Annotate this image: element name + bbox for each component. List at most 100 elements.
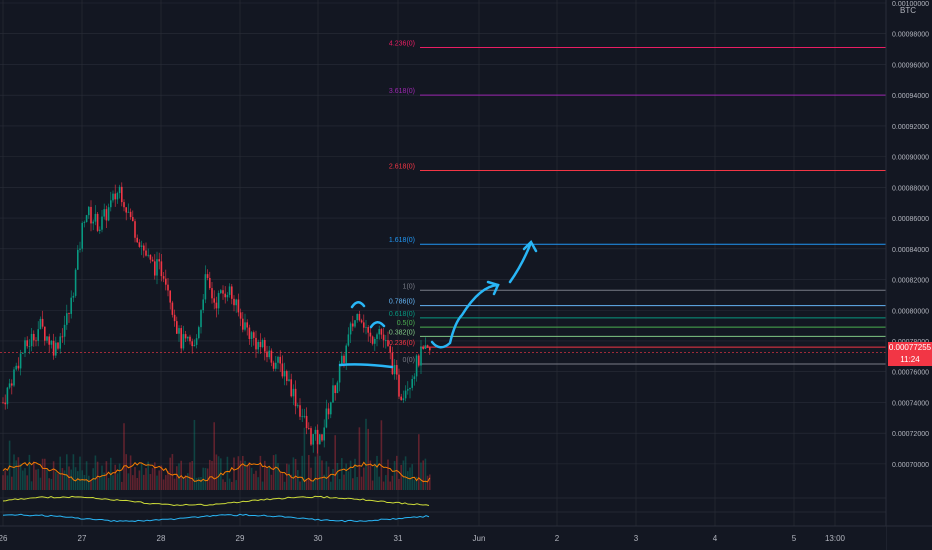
candle-body <box>288 379 290 381</box>
volume-bar <box>187 473 189 490</box>
candle-body <box>233 298 235 306</box>
volume-bar <box>272 455 275 490</box>
volume-bar <box>125 454 127 490</box>
candle-body <box>356 313 358 321</box>
candle-body <box>72 295 75 298</box>
candle-body <box>176 321 178 334</box>
volume-bar <box>22 470 24 490</box>
projection-path <box>430 283 500 349</box>
time-tick-label: 3 <box>634 534 639 543</box>
candle-body <box>272 362 275 369</box>
candle-body <box>314 429 317 435</box>
volume-bar <box>259 455 262 490</box>
volume-bar <box>85 461 88 490</box>
volume-bar <box>35 469 37 490</box>
fib-level-label: 0.786(0) <box>389 299 415 306</box>
time-axis[interactable] <box>0 526 886 550</box>
candle-body <box>347 334 350 346</box>
candle-body <box>248 327 251 340</box>
volume-bar <box>356 476 358 490</box>
candle-body <box>44 326 46 341</box>
candle-body <box>66 313 68 325</box>
volume-bar <box>2 475 4 490</box>
price-axis[interactable] <box>886 0 932 526</box>
volume-bar <box>415 476 418 490</box>
candle-body <box>378 329 380 335</box>
volume-bar <box>418 434 420 490</box>
candle-body <box>209 277 211 289</box>
price-tick-label: 0.00086000 <box>892 216 929 223</box>
candle-body <box>123 202 125 208</box>
candle-body <box>211 288 213 299</box>
candlestick-series <box>2 182 431 454</box>
candle-body <box>323 427 325 441</box>
candle-body <box>15 365 17 370</box>
candle-body <box>290 379 292 397</box>
volume-bar <box>121 481 123 490</box>
candle-body <box>189 336 191 342</box>
candle-body <box>310 428 312 445</box>
candle-body <box>206 274 209 278</box>
candle-body <box>246 322 248 328</box>
neckline-drawing <box>338 363 394 369</box>
volume-bar <box>171 454 174 490</box>
price-tick-label: 0.00072000 <box>892 431 929 438</box>
volume-bar <box>149 474 152 490</box>
candle-body <box>305 415 308 429</box>
oscillator-line-2 <box>2 513 430 523</box>
volume-bar <box>253 473 255 490</box>
candle-body <box>202 299 204 311</box>
volume-bar <box>371 480 374 490</box>
candle-body <box>404 390 407 399</box>
candle-body <box>165 278 167 285</box>
candle-body <box>365 327 367 328</box>
candle-body <box>37 329 39 341</box>
volume-bar <box>374 463 376 490</box>
candle-body <box>22 352 24 354</box>
candle-body <box>46 336 48 341</box>
volume-bar <box>275 454 277 490</box>
volume-bar <box>288 464 290 490</box>
volume-bar <box>211 460 213 490</box>
volume-bar <box>354 458 356 490</box>
volume-bar <box>286 463 288 490</box>
candle-body <box>255 337 257 350</box>
candle-body <box>162 276 165 279</box>
volume-bar <box>151 468 154 490</box>
volume-bar <box>242 455 244 490</box>
volume-bar <box>376 455 378 490</box>
time-tick-label: 2 <box>555 534 560 543</box>
price-tick-label: 0.00094000 <box>892 93 929 100</box>
candle-body <box>327 408 330 415</box>
candle-body <box>308 428 310 429</box>
time-tick-label: 31 <box>394 534 403 543</box>
projection-arrow-2 <box>522 239 538 253</box>
drawing-annotations[interactable] <box>338 239 538 369</box>
volume-bar <box>347 471 350 490</box>
volume-bar <box>129 455 132 490</box>
candle-body <box>198 327 200 339</box>
candle-body <box>292 388 295 397</box>
volume-bar <box>290 474 292 490</box>
volume-bar <box>193 419 196 490</box>
candle-body <box>114 193 116 200</box>
volume-bar <box>70 469 72 490</box>
candle-body <box>343 355 345 363</box>
candle-body <box>55 342 57 356</box>
candle-body <box>237 299 240 313</box>
volume-bar <box>184 475 187 490</box>
volume-bar <box>33 461 35 490</box>
candle-body <box>266 351 268 358</box>
volume-bar <box>44 458 46 490</box>
fibonacci-extension[interactable]: 4.236(0) 3.618(0) 2.618(0) 1.618(0) 1(0) 0.78… <box>0 41 886 365</box>
volume-bar <box>26 475 28 490</box>
volume-bar <box>349 460 352 490</box>
volume-bar <box>105 461 108 490</box>
candle-body <box>358 313 361 321</box>
candle-body <box>187 336 189 339</box>
candle-body <box>191 341 193 347</box>
candle-body <box>393 365 396 375</box>
price-tick-label: 0.00092000 <box>892 124 929 131</box>
volume-bar <box>239 460 242 490</box>
